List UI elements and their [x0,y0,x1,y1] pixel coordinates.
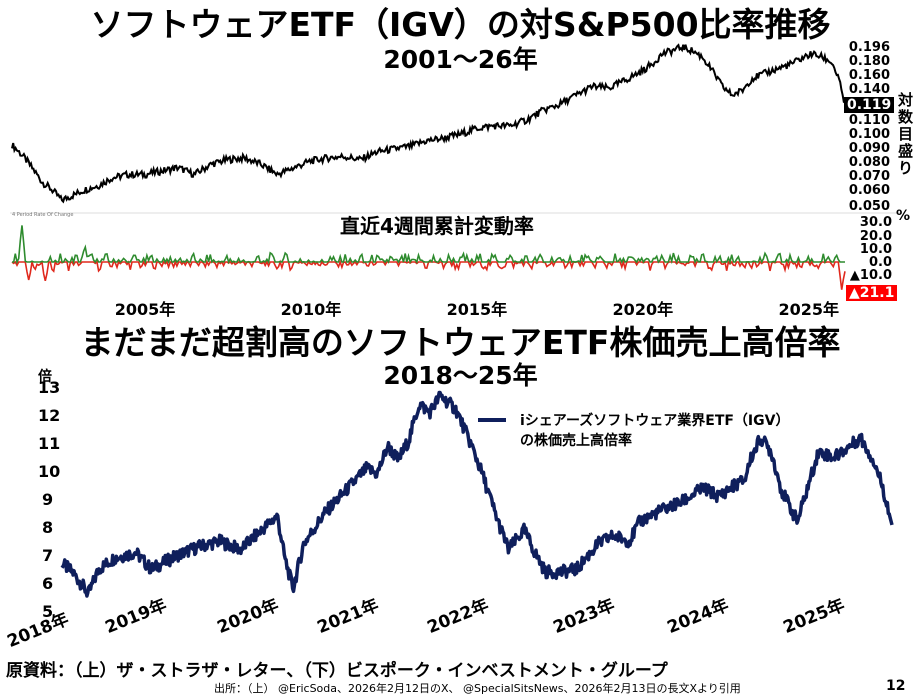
x-tick-label: 2015年 [440,296,514,320]
y-tick-label: 0.160 [848,67,890,83]
ps-ratio-line [60,390,894,598]
ratio-line [11,43,846,204]
percent-unit-label: % [896,208,911,224]
roc-y-tick-label: 10.0 [859,241,892,257]
y-tick-label: 11 [38,434,61,453]
chart-subtitle-bottom: 2018〜25年 [383,361,538,390]
y-tick-label: 0.050 [848,199,890,214]
legend-swatch [478,418,506,422]
y-tick-label: 10 [38,462,61,481]
citation: 出所：（上） @EricSoda、2026年2月12日のX、 @SpecialS… [214,682,741,695]
legend: iシェアーズソフトウェア業界ETF（IGV） [478,410,789,430]
source-label: 原資料：（上）ザ・ストラザ・レター、（下）ビスポーク・インベストメント・グループ [6,661,668,681]
y-tick-label: 7 [42,546,54,565]
y-tick-label: 0.180 [848,53,890,69]
y-tick-label: 8 [42,518,54,537]
y-tick-label: 0.196 [848,39,890,55]
y-tick-label: 0.090 [848,141,890,157]
chart-title-bottom: まだまだ超割高のソフトウェアETF株価売上高倍率 [80,323,841,362]
roc-positive-line [12,225,845,265]
roc-inner-label: 4 Period Rate Of Change [12,212,74,218]
bottom-unit-label: 倍 [38,369,52,385]
roc-y-tick-label: ▲10.0 [849,268,892,284]
x-tick-label: 2025年 [772,296,846,320]
y-tick-label: 0.070 [848,169,890,185]
y-tick-label: 6 [42,574,54,593]
y-tick-label: 0.060 [848,183,890,199]
ratio-chart [10,43,900,290]
roc-y-tick-label: 0.0 [868,255,892,270]
y-tick-label: 0.140 [848,81,890,97]
legend-line-1: iシェアーズソフトウェア業界ETF（IGV） [520,413,790,429]
y-tick-label: 0.080 [848,155,890,171]
roc-y-tick-label: 20.0 [859,228,892,244]
legend-line-2: の株価売上高倍率 [520,433,632,449]
y-tick-label: 0.100 [848,127,890,143]
x-tick-label: 2010年 [274,296,348,320]
current-ratio-badge: 0.119 [844,97,895,114]
chart-subtitle-top: 2001〜26年 [383,45,538,74]
y-tick-label: 0.110 [848,113,890,129]
log-scale-label: 対数目盛り [898,91,914,177]
y-tick-label: 9 [42,490,54,509]
x-tick-label: 2020年 [606,296,680,320]
page-number: 12 [886,678,906,694]
roc-y-tick-label: 30.0 [859,215,892,231]
y-tick-label: 5 [42,602,54,621]
current-roc-badge: ▲21.1 [846,285,898,301]
chart-title-top: ソフトウェアETF（IGV）の対S&P500比率推移 [90,5,831,44]
x-tick-label: 2005年 [108,296,182,320]
y-tick-label: 12 [38,406,61,425]
roc-title: 直近4週間累計変動率 [340,214,534,238]
y-tick-label: 13 [38,378,61,397]
